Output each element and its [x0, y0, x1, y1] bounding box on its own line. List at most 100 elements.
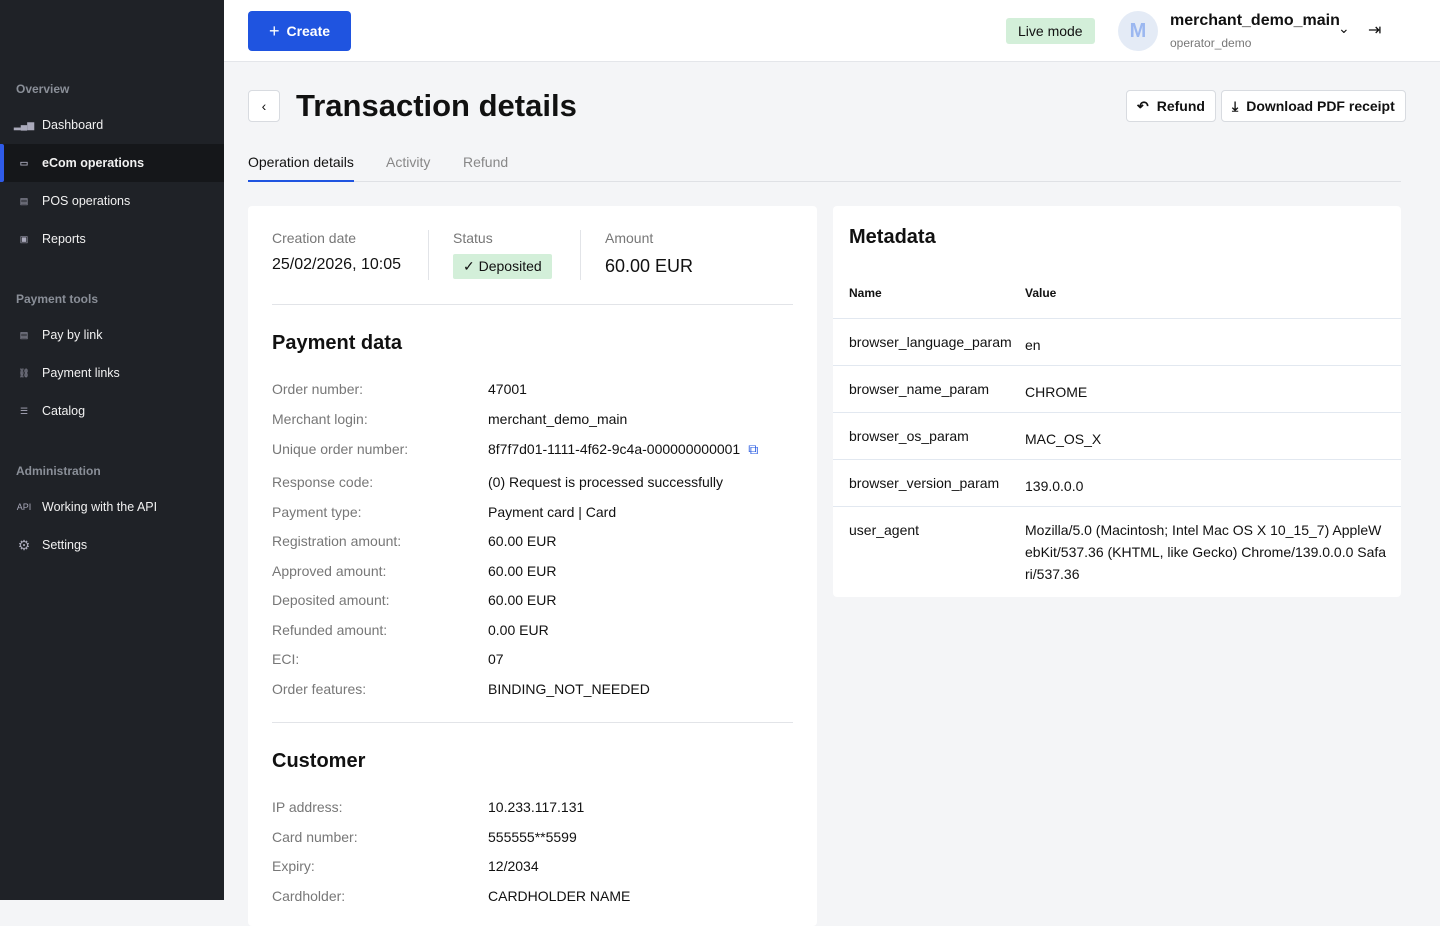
sidebar-item-dashboard[interactable]: ▂▄▆ Dashboard [13, 118, 104, 132]
field-value: BINDING_NOT_NEEDED [488, 681, 650, 697]
undo-icon: ↶ [1137, 97, 1149, 114]
payment-row: Payment type: Payment card | Card [272, 504, 616, 520]
field-label: IP address: [272, 799, 343, 815]
sidebar-item-catalog[interactable]: ☰ Catalog [0, 392, 224, 430]
tab-activity[interactable]: Activity [386, 154, 431, 170]
metadata-row: browser_version_param 139.0.0.0 [833, 459, 1401, 506]
field-label: ECI: [272, 651, 300, 667]
customer-row: IP address: 10.233.117.131 [272, 799, 584, 815]
tab-operation-details[interactable]: Operation details [248, 154, 354, 182]
status: Status ✓ Deposited [453, 230, 552, 279]
operation-card: Creation date 25/02/2026, 10:05 Status ✓ D… [248, 206, 817, 926]
download-icon: ⤓ [1232, 97, 1239, 114]
metadata-name: browser_language_param [849, 334, 1012, 350]
back-button[interactable]: ‹ [248, 90, 280, 122]
copy-icon[interactable]: ⧉ [748, 441, 759, 457]
amount: Amount 60.00 EUR [605, 230, 694, 276]
tabs: Operation details Activity Refund [248, 150, 1401, 182]
link-icon: ⛓ [18, 367, 30, 378]
field-value: 47001 [488, 381, 527, 397]
field-label: Approved amount: [272, 563, 387, 579]
sidebar-item-api[interactable]: API Working with the API [16, 500, 158, 514]
chevron-down-icon[interactable]: ⌄ [1338, 20, 1350, 36]
create-button[interactable]: + Create [248, 11, 351, 51]
metadata-card: Metadata Name Value browser_language_par… [833, 206, 1401, 597]
field-value: (0) Request is processed successfully [488, 474, 723, 490]
section-payment-tools: Payment tools [16, 292, 99, 306]
payment-row: ECI: 07 [272, 651, 504, 667]
wallet-icon: ▭ [19, 157, 29, 168]
refund-button[interactable]: ↶ Refund [1126, 90, 1216, 122]
field-value: 12/2034 [488, 858, 539, 874]
sidebar-item-pay-by-link[interactable]: ▤ Pay by link [0, 316, 224, 354]
metadata-name: browser_os_param [849, 428, 969, 444]
field-label: Refunded amount: [272, 622, 388, 638]
field-label: Registration amount: [272, 533, 402, 549]
pay-by-link-icon: ▤ [19, 329, 29, 340]
plus-icon: + [268, 20, 280, 41]
payment-row: Order features: BINDING_NOT_NEEDED [272, 681, 650, 697]
column-value: Value [1025, 286, 1057, 300]
field-label: Card number: [272, 829, 358, 845]
field-value[interactable]: 8f7f7d01-1111-4f62-9c4a-000000000001 [488, 441, 741, 457]
sidebar-item-ecom-operations[interactable]: ▭ eCom operations [0, 144, 224, 182]
avatar[interactable]: M [1118, 11, 1158, 51]
sidebar-item-settings[interactable]: ⚙ Settings [17, 536, 88, 553]
customer-row: Expiry: 12/2034 [272, 858, 539, 874]
field-label: Order features: [272, 681, 367, 697]
payment-row: Approved amount: 60.00 EUR [272, 563, 556, 579]
api-icon: API [16, 502, 32, 512]
payment-row: Registration amount: 60.00 EUR [272, 533, 556, 549]
sidebar-item-payment-links[interactable]: ⛓ Payment links [0, 354, 224, 392]
logout-icon[interactable]: ⇥ [1368, 22, 1382, 39]
payment-row: Unique order number: 8f7f7d01-1111-4f62-9… [272, 441, 758, 458]
field-value: 07 [488, 651, 504, 667]
field-value: Payment card | Card [488, 504, 617, 520]
customer-row: Cardholder: CARDHOLDER NAME [272, 888, 630, 904]
list-icon: ☰ [19, 405, 29, 416]
field-label: Unique order number: [272, 441, 409, 457]
metadata-value: Mozilla/5.0 (Macintosh; Intel Mac OS X 1… [1025, 522, 1387, 582]
chevron-left-icon: ‹ [261, 98, 267, 114]
gear-icon: ⚙ [17, 536, 31, 553]
metadata-name: browser_version_param [849, 475, 1000, 491]
column-name: Name [849, 286, 882, 300]
metadata-row: browser_name_param CHROME [833, 365, 1401, 412]
metadata-value: 139.0.0.0 [1025, 478, 1084, 494]
sidebar: Overview ▂▄▆ Dashboard ▭ eCom operations ▤… [0, 0, 224, 900]
field-value: merchant_demo_main [488, 411, 628, 427]
download-pdf-button[interactable]: ⤓ Download PDF receipt [1221, 90, 1406, 122]
bar-chart-icon: ▂▄▆ [13, 119, 35, 130]
field-value: 60.00 EUR [488, 592, 557, 608]
payment-row: Deposited amount: 60.00 EUR [272, 592, 556, 608]
payment-row: Response code: (0) Request is processed s… [272, 474, 723, 490]
payment-row: Refunded amount: 0.00 EUR [272, 622, 549, 638]
field-value: 0.00 EUR [488, 622, 549, 638]
metadata-row: browser_language_param en [833, 318, 1401, 365]
metadata-value: en [1025, 337, 1041, 353]
field-value: 555555**5599 [488, 829, 577, 845]
field-value: 60.00 EUR [488, 533, 557, 549]
section-overview: Overview [16, 82, 70, 96]
payment-row: Merchant login: merchant_demo_main [272, 411, 627, 427]
sidebar-item-pos-operations[interactable]: ▤ POS operations [0, 182, 224, 220]
metadata-name: browser_name_param [849, 381, 990, 397]
pos-terminal-icon: ▤ [19, 195, 29, 206]
field-label: Cardholder: [272, 888, 346, 904]
status-badge: ✓ Deposited [453, 254, 552, 279]
merchant-name[interactable]: merchant_demo_main [1170, 12, 1340, 29]
field-value: CARDHOLDER NAME [488, 888, 631, 904]
field-label: Deposited amount: [272, 592, 390, 608]
check-icon: ✓ [463, 258, 479, 274]
sidebar-item-reports[interactable]: ▣ Reports [0, 220, 224, 258]
tab-refund[interactable]: Refund [463, 154, 509, 170]
metadata-title: Metadata [849, 226, 936, 248]
page-title: Transaction details [296, 88, 577, 123]
payment-data-title: Payment data [272, 332, 403, 354]
metadata-value: CHROME [1025, 384, 1088, 400]
metadata-name: user_agent [849, 522, 920, 538]
metadata-row: user_agent Mozilla/5.0 (Macintosh; Intel … [833, 506, 1401, 597]
section-administration: Administration [16, 464, 101, 478]
metadata-value: MAC_OS_X [1025, 431, 1102, 447]
field-value: 10.233.117.131 [488, 799, 585, 815]
